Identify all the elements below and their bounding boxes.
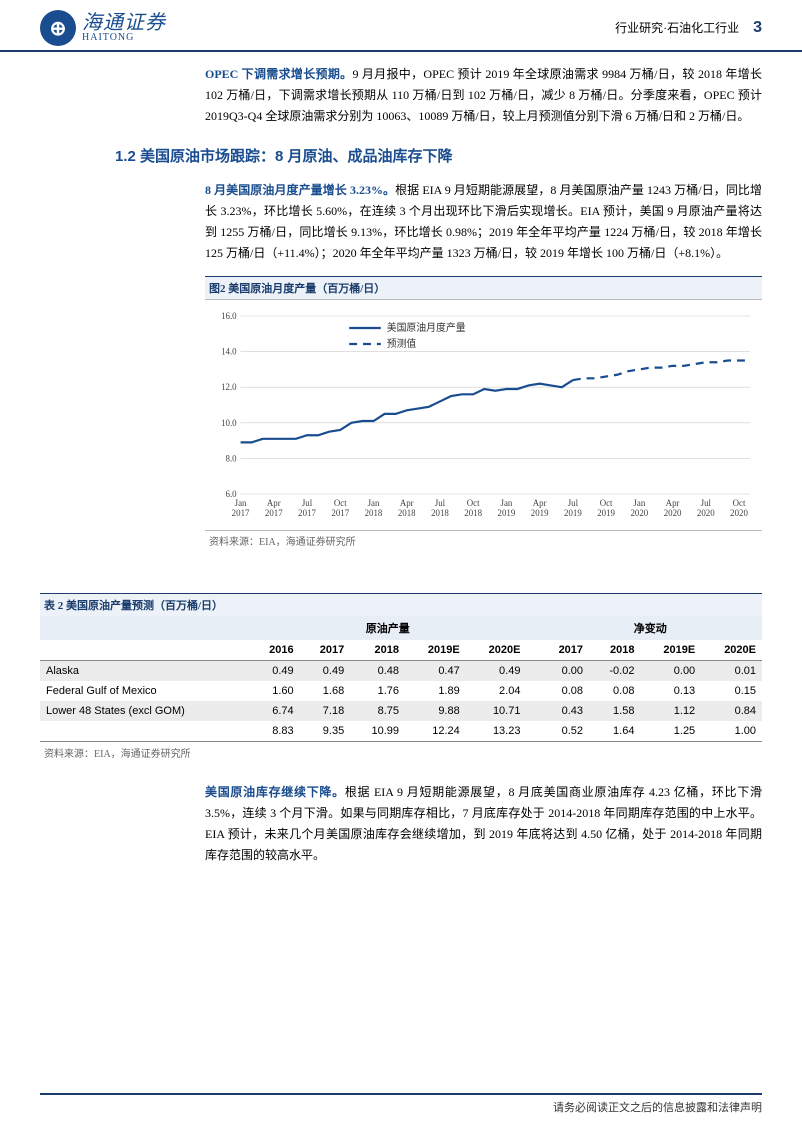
svg-text:Jul: Jul [701, 498, 712, 508]
chart-source: 资料来源：EIA，海通证券研究所 [205, 531, 762, 548]
svg-text:12.0: 12.0 [221, 382, 237, 392]
svg-text:2017: 2017 [232, 508, 250, 518]
svg-text:2018: 2018 [398, 508, 416, 518]
svg-text:美国原油月度产量: 美国原油月度产量 [387, 321, 466, 334]
table-row: Federal Gulf of Mexico1.601.681.761.892.… [40, 681, 762, 701]
haitong-logo-icon: ⊕ [40, 10, 76, 46]
svg-text:Jan: Jan [368, 498, 380, 508]
table-row: 8.839.3510.9912.2413.230.521.641.251.00 [40, 721, 762, 741]
svg-text:2019: 2019 [597, 508, 615, 518]
table-row: Lower 48 States (excl GOM)6.747.188.759.… [40, 701, 762, 721]
table-source: 资料来源：EIA，海通证券研究所 [40, 741, 762, 760]
svg-text:2020: 2020 [664, 508, 682, 518]
svg-text:2017: 2017 [331, 508, 349, 518]
brand-text: 海通证券 HAITONG [82, 13, 166, 43]
svg-text:预测值: 预测值 [387, 337, 417, 350]
svg-text:8.0: 8.0 [226, 453, 238, 463]
page-header: ⊕ 海通证券 HAITONG 行业研究·石油化工行业 3 [0, 0, 802, 52]
svg-text:Jan: Jan [633, 498, 645, 508]
p1-lead: OPEC 下调需求增长预期。 [205, 67, 353, 81]
svg-text:Jul: Jul [568, 498, 579, 508]
content-area: OPEC 下调需求增长预期。9 月月报中，OPEC 预计 2019 年全球原油需… [0, 52, 802, 866]
svg-text:2019: 2019 [531, 508, 549, 518]
p2-lead: 8 月美国原油月度产量增长 3.23%。 [205, 183, 395, 197]
svg-text:Oct: Oct [600, 498, 613, 508]
svg-text:Oct: Oct [467, 498, 480, 508]
table-title: 表 2 美国原油产量预测（百万桶/日） [40, 593, 762, 616]
svg-text:2019: 2019 [564, 508, 582, 518]
svg-text:2017: 2017 [298, 508, 316, 518]
p3-lead: 美国原油库存继续下降。 [205, 785, 345, 799]
paragraph-opec: OPEC 下调需求增长预期。9 月月报中，OPEC 预计 2019 年全球原油需… [205, 64, 762, 127]
svg-text:Jan: Jan [235, 498, 247, 508]
table-row: Alaska0.490.490.480.470.490.00-0.020.000… [40, 661, 762, 682]
svg-text:2020: 2020 [697, 508, 715, 518]
chart-box: 6.08.010.012.014.016.0Jan2017Apr2017Jul2… [205, 299, 762, 531]
brand-cn: 海通证券 [82, 13, 166, 33]
svg-text:2020: 2020 [630, 508, 648, 518]
svg-text:14.0: 14.0 [221, 347, 237, 357]
svg-text:2018: 2018 [365, 508, 383, 518]
svg-text:Jan: Jan [501, 498, 513, 508]
chart-title: 图2 美国原油月度产量（百万桶/日） [205, 276, 762, 299]
svg-text:Jul: Jul [302, 498, 313, 508]
svg-text:2017: 2017 [265, 508, 283, 518]
page-number: 3 [753, 19, 762, 37]
svg-text:Oct: Oct [733, 498, 746, 508]
page-footer: 请务必阅读正文之后的信息披露和法律声明 [40, 1093, 762, 1115]
svg-text:Apr: Apr [533, 498, 547, 508]
svg-text:Apr: Apr [400, 498, 414, 508]
svg-text:2018: 2018 [431, 508, 449, 518]
svg-text:Jul: Jul [435, 498, 446, 508]
svg-text:Apr: Apr [666, 498, 680, 508]
svg-text:2018: 2018 [464, 508, 482, 518]
disclaimer-text: 请务必阅读正文之后的信息披露和法律声明 [553, 1102, 762, 1114]
report-category: 行业研究·石油化工行业 [615, 19, 739, 36]
paragraph-inventory: 美国原油库存继续下降。根据 EIA 9 月短期能源展望，8 月底美国商业原油库存… [205, 782, 762, 866]
brand-en: HAITONG [82, 33, 166, 43]
figure-2: 图2 美国原油月度产量（百万桶/日） 6.08.010.012.014.016.… [205, 276, 762, 548]
section-title-1-2: 1.2 美国原油市场跟踪：8 月原油、成品油库存下降 [115, 145, 762, 166]
svg-text:2020: 2020 [730, 508, 748, 518]
line-chart-svg: 6.08.010.012.014.016.0Jan2017Apr2017Jul2… [207, 308, 760, 528]
svg-text:16.0: 16.0 [221, 311, 237, 321]
table-2: 表 2 美国原油产量预测（百万桶/日） 原油产量净变动2016201720182… [40, 593, 762, 760]
brand-block: ⊕ 海通证券 HAITONG [40, 10, 166, 46]
forecast-table: 原油产量净变动2016201720182019E2020E20172018201… [40, 616, 762, 741]
svg-text:Apr: Apr [267, 498, 281, 508]
svg-text:Oct: Oct [334, 498, 347, 508]
svg-text:10.0: 10.0 [221, 418, 237, 428]
header-right: 行业研究·石油化工行业 3 [615, 19, 762, 37]
svg-text:2019: 2019 [498, 508, 516, 518]
paragraph-production: 8 月美国原油月度产量增长 3.23%。根据 EIA 9 月短期能源展望，8 月… [205, 180, 762, 264]
